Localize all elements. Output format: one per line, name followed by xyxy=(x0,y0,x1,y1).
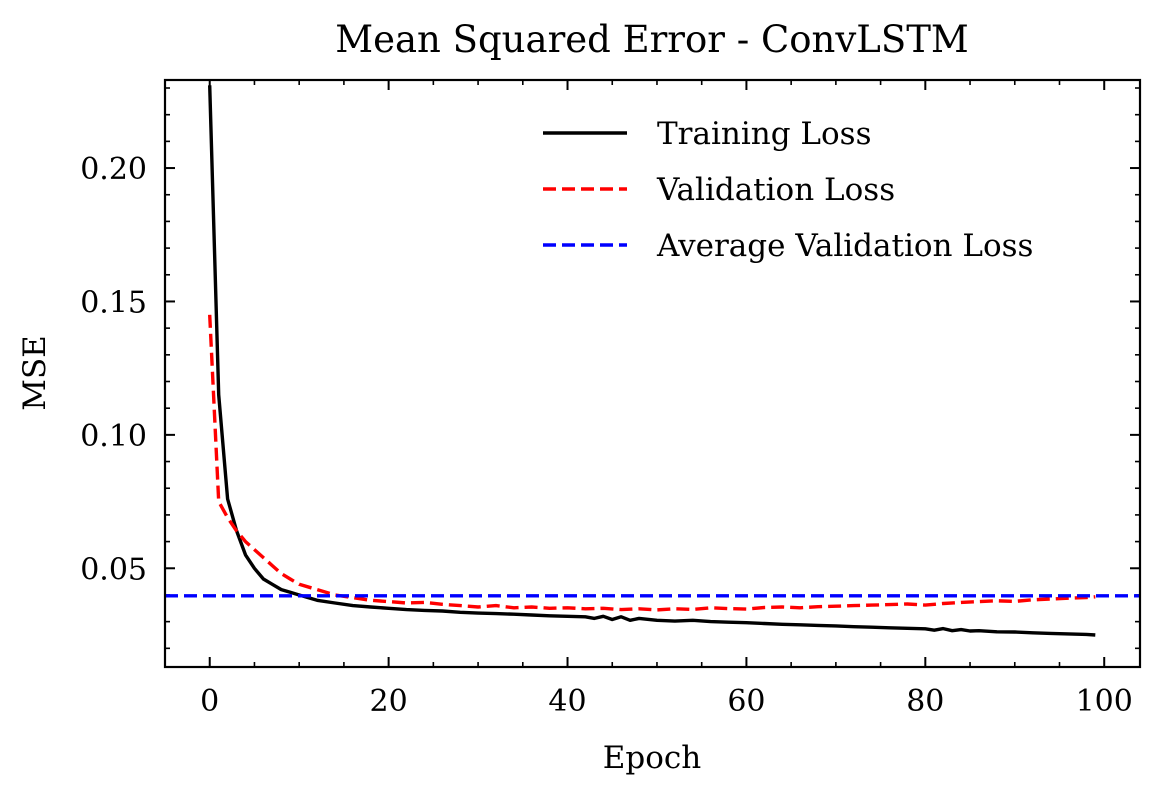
x-axis-label: Epoch xyxy=(603,740,701,776)
x-tick-label: 0 xyxy=(200,684,219,719)
legend-label: Training Loss xyxy=(657,116,872,152)
x-tick-label: 40 xyxy=(548,684,586,719)
plot-series xyxy=(165,85,1140,637)
chart-title: Mean Squared Error - ConvLSTM xyxy=(335,18,969,61)
plot-frame xyxy=(163,78,1142,669)
y-axis-label: MSE xyxy=(17,335,53,411)
y-tick-label: 0.20 xyxy=(80,152,147,187)
y-tick-label: 0.10 xyxy=(80,419,147,454)
x-tick-label: 80 xyxy=(906,684,944,719)
legend-label: Validation Loss xyxy=(656,172,895,208)
x-tick-label: 20 xyxy=(370,684,408,719)
y-tick-label: 0.15 xyxy=(80,285,147,320)
legend: Training Loss Validation Loss Average Vali… xyxy=(543,116,1033,264)
series-validation-loss xyxy=(208,314,1096,612)
x-tick-label: 100 xyxy=(1076,684,1133,719)
legend-label: Average Validation Loss xyxy=(656,228,1033,264)
x-tick-label: 60 xyxy=(727,684,765,719)
series-training-loss xyxy=(208,85,1096,637)
y-tick-label: 0.05 xyxy=(80,552,147,587)
axis-ticks: 0 20 40 60 80 100 0.05 0.10 0.15 0.20 xyxy=(80,80,1140,719)
